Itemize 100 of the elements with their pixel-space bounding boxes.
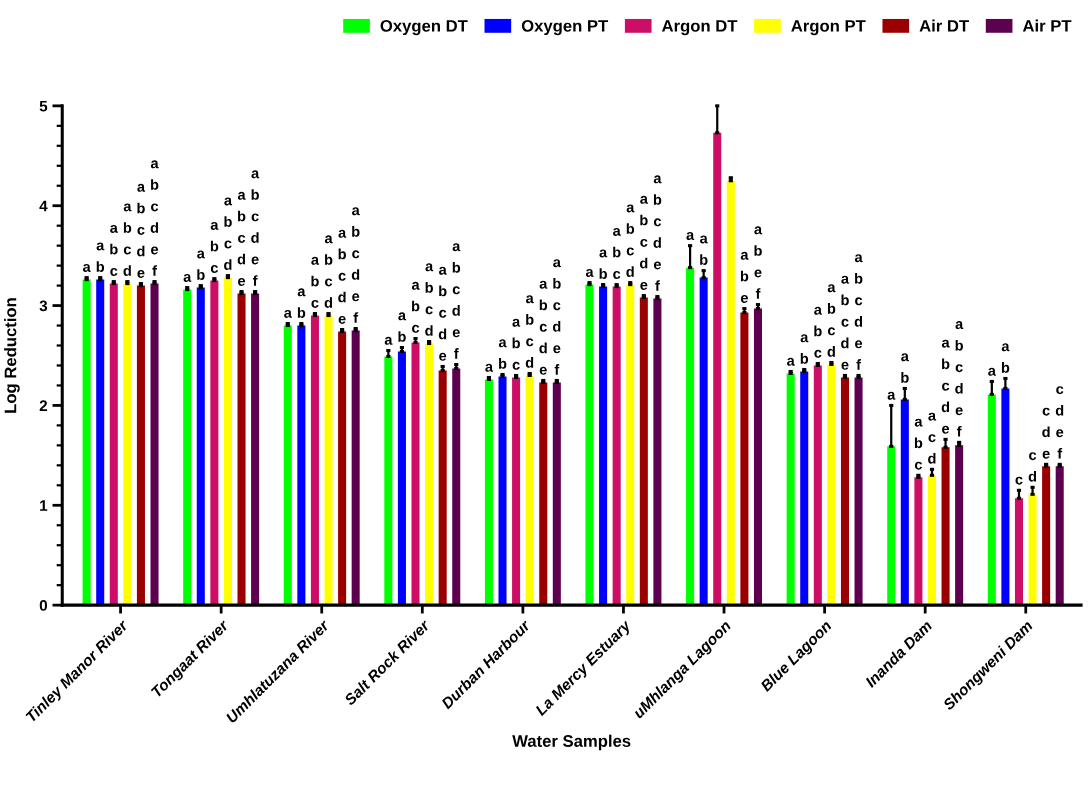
bar (150, 283, 159, 606)
data-label: a (485, 363, 494, 372)
data-label: a b (599, 249, 608, 279)
bar (196, 287, 205, 606)
bar (800, 371, 809, 606)
bar (512, 377, 521, 606)
data-label: a b c (411, 281, 420, 333)
bar (914, 477, 923, 606)
bar (297, 325, 306, 606)
bar (612, 286, 621, 606)
bar (82, 279, 91, 606)
data-label: a b c d e f (251, 170, 260, 286)
bar (726, 180, 735, 606)
bar (425, 343, 434, 606)
data-label: a b (197, 250, 205, 280)
data-label: a (83, 263, 91, 272)
data-label: a b (800, 334, 809, 364)
data-label: a b c d (827, 284, 836, 357)
data-label: a b e (740, 251, 749, 303)
y-tick-label: 5 (39, 100, 48, 112)
bar (237, 293, 246, 606)
data-label: a (384, 336, 393, 345)
data-label: a b c d (525, 295, 534, 368)
data-label: a b c d e f (452, 243, 461, 359)
data-label: a b c (914, 418, 923, 470)
bar (626, 284, 635, 606)
data-label: a b (96, 242, 105, 272)
data-label: a b c d e (841, 275, 850, 370)
bar (351, 330, 360, 606)
y-tick-label: 3 (39, 300, 48, 312)
bar (452, 368, 461, 606)
bar (223, 277, 232, 606)
data-label: a b (297, 288, 306, 318)
y-tick-label: 0 (39, 600, 48, 611)
data-label: a b (901, 353, 909, 383)
legend-label: Air DT (919, 19, 969, 32)
bar (585, 284, 594, 606)
legend-label: Oxygen PT (521, 19, 609, 36)
bar (136, 285, 145, 606)
bar (854, 377, 863, 606)
bar (827, 364, 836, 606)
data-label: a (686, 232, 695, 240)
bar (840, 377, 849, 606)
data-label: a b (398, 312, 407, 342)
bar (525, 375, 534, 606)
data-label: a b (498, 339, 507, 369)
bar (283, 325, 292, 606)
bar (639, 297, 648, 606)
legend-label: Argon DT (661, 20, 738, 36)
bar (484, 379, 493, 606)
bar (310, 315, 319, 606)
data-label: a b c d e (237, 191, 246, 286)
data-label: a b c d (425, 263, 434, 336)
bar (384, 356, 393, 606)
data-label: a b c (613, 227, 621, 279)
bar (123, 283, 132, 606)
bar (109, 283, 118, 606)
bar (1042, 466, 1051, 606)
data-label: c d e f (1055, 386, 1064, 459)
data-label: a (988, 367, 996, 376)
data-label: a (183, 273, 192, 282)
data-label: a b c (814, 306, 822, 358)
data-label: a (887, 391, 896, 400)
data-label: c d e (1042, 407, 1050, 459)
x-axis-title: Water Samples (512, 734, 631, 751)
bar (324, 315, 333, 606)
legend-label: Air PT (1022, 19, 1072, 32)
bar (251, 293, 260, 606)
bar (96, 279, 105, 606)
data-label: a (787, 357, 795, 366)
y-axis-title: Log Reduction (4, 298, 20, 413)
data-label: a b c d e (338, 229, 347, 324)
data-label: a b c d (324, 235, 333, 308)
data-label: a b c d e f (955, 321, 964, 437)
data-label: a b (700, 235, 708, 265)
data-label: a b c d e (137, 183, 146, 278)
bar (786, 373, 795, 606)
bar (686, 267, 695, 606)
bar (955, 445, 964, 606)
bar (539, 382, 548, 606)
bar (599, 286, 608, 606)
data-label: a b c (110, 224, 118, 276)
bar (1055, 466, 1064, 606)
bar (813, 365, 822, 606)
y-tick-label: 1 (40, 500, 48, 511)
data-label: a (585, 268, 594, 277)
bar (1028, 494, 1037, 606)
bar (438, 370, 447, 606)
bar (753, 308, 762, 606)
bar (927, 475, 936, 606)
bar (552, 382, 561, 606)
data-label: c d (1028, 452, 1037, 482)
data-label: a b e f (754, 226, 763, 299)
data-label: a b c (210, 221, 219, 273)
data-label: a b c d e (941, 339, 950, 434)
data-label: a b c d e f (351, 207, 360, 323)
data-label: a b c d e f (854, 254, 863, 370)
data-label: a b c d (224, 197, 233, 270)
bar (338, 331, 347, 606)
data-label: a b c d e (539, 280, 548, 375)
